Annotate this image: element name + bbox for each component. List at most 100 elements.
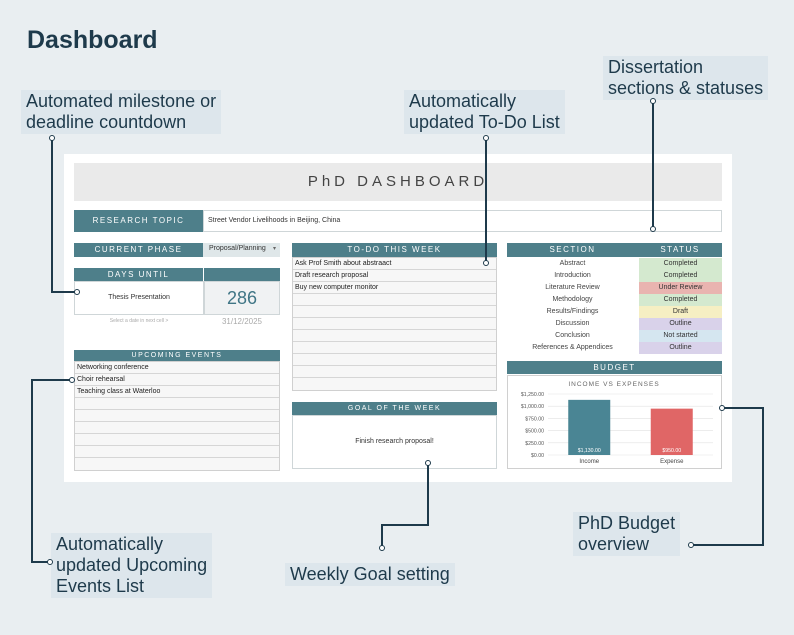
callout-todo: Automatically updated To-Do List: [404, 90, 565, 134]
budget-chart: INCOME VS EXPENSES $0.00 $250.00 $500.00 $7…: [507, 375, 722, 469]
status-badge[interactable]: Draft: [639, 306, 722, 318]
list-item[interactable]: [75, 398, 279, 410]
list-item[interactable]: [75, 422, 279, 434]
upcoming-events-list: Networking conference Choir rehearsal Te…: [74, 361, 280, 471]
list-item[interactable]: [293, 318, 496, 330]
y-tick-label: $0.00: [531, 453, 544, 459]
callout-line: Automatically: [409, 91, 517, 111]
todo-list: Ask Prof Smith about abstraact Draft res…: [292, 257, 497, 391]
list-item[interactable]: [293, 330, 496, 342]
x-tick-label: Income: [579, 459, 599, 465]
list-item[interactable]: Teaching class at Waterloo: [75, 386, 279, 398]
connector-dot: [47, 559, 53, 565]
connector-dot: [74, 289, 80, 295]
connector-dot: [379, 545, 385, 551]
list-item[interactable]: [293, 354, 496, 366]
connector-dot: [483, 260, 489, 266]
current-phase-dropdown[interactable]: Proposal/Planning ▾: [203, 243, 280, 257]
connector-line: [485, 138, 487, 263]
connector-dot: [688, 542, 694, 548]
list-item[interactable]: [75, 410, 279, 422]
section-name: Discussion: [555, 320, 590, 327]
callout-line: overview: [578, 534, 650, 554]
chevron-down-icon: ▾: [272, 246, 276, 252]
status-badge[interactable]: Outline: [639, 318, 722, 330]
callout-line: updated To-Do List: [409, 112, 560, 132]
list-item[interactable]: Buy new computer monitor: [293, 282, 496, 294]
y-tick-label: $750.00: [525, 416, 544, 422]
bar-expense: [650, 408, 693, 455]
list-item[interactable]: [75, 434, 279, 446]
research-topic-field[interactable]: Street Vendor Livelihoods in Beijing, Ch…: [203, 210, 722, 232]
days-until-hint: Select a date in next cell >: [109, 318, 169, 324]
list-item[interactable]: [293, 294, 496, 306]
list-item[interactable]: Ask Prof Smith about abstraact: [293, 258, 496, 270]
budget-label: BUDGET: [507, 361, 722, 374]
connector-line: [652, 101, 654, 229]
days-until-event: Thesis Presentation: [74, 281, 204, 315]
connector-dot: [650, 226, 656, 232]
dashboard-sheet: PhD DASHBOARD RESEARCH TOPIC Street Vend…: [64, 154, 732, 482]
list-item[interactable]: [293, 378, 496, 390]
y-tick-label: $1,000.00: [521, 404, 544, 410]
page-title: Dashboard: [27, 26, 158, 54]
callout-events: Automatically updated Upcoming Events Li…: [51, 533, 213, 598]
section-name: Abstract: [559, 260, 586, 267]
status-header: STATUS: [638, 243, 722, 257]
status-badge[interactable]: Completed: [639, 270, 722, 282]
list-item[interactable]: [293, 366, 496, 378]
connector-dot: [719, 405, 725, 411]
section-name: References & Appendices: [532, 344, 613, 351]
callout-budget: PhD Budget overview: [573, 512, 681, 556]
days-until-count: 286: [204, 281, 280, 315]
list-item[interactable]: [293, 342, 496, 354]
callout-line: Automated milestone or: [26, 91, 217, 111]
list-item[interactable]: Draft research proposal: [293, 270, 496, 282]
status-badge[interactable]: Under Review: [639, 282, 722, 294]
connector-dot: [650, 98, 656, 104]
list-item[interactable]: [75, 446, 279, 458]
connector-line: [31, 561, 49, 563]
section-list: Abstract Introduction Literature Review …: [507, 258, 638, 354]
chart-title: INCOME VS EXPENSES: [568, 381, 659, 388]
list-item[interactable]: Networking conference: [75, 362, 279, 374]
callout-sections: Dissertation sections & statuses: [603, 56, 769, 100]
callout-line: Dissertation: [608, 57, 704, 77]
bar-value-label: $1,130.00: [578, 448, 601, 454]
days-until-date[interactable]: 31/12/2025: [221, 317, 263, 326]
days-until-header-fill: [204, 268, 280, 281]
connector-line: [690, 544, 764, 546]
budget-chart-svg: INCOME VS EXPENSES $0.00 $250.00 $500.00 $7…: [521, 381, 713, 465]
connector-dot: [483, 135, 489, 141]
callout-line: sections & statuses: [608, 78, 764, 98]
research-topic-label: RESEARCH TOPIC: [74, 210, 203, 232]
upcoming-events-label: UPCOMING EVENTS: [74, 350, 280, 361]
todo-label: TO-DO THIS WEEK: [292, 243, 497, 257]
connector-line: [381, 524, 383, 548]
section-name: Introduction: [554, 272, 591, 279]
y-tick-label: $1,250.00: [521, 392, 544, 398]
callout-line: deadline countdown: [26, 112, 187, 132]
bar-income: [568, 399, 611, 455]
list-item[interactable]: Choir rehearsal: [75, 374, 279, 386]
list-item[interactable]: [293, 306, 496, 318]
status-badge[interactable]: Completed: [639, 258, 722, 270]
goal-field[interactable]: Finish research proposal!: [292, 415, 497, 469]
callout-weekly: Weekly Goal setting: [285, 563, 455, 586]
connector-line: [51, 291, 76, 293]
list-item[interactable]: [75, 458, 279, 470]
connector-dot: [425, 460, 431, 466]
callout-line: Weekly Goal setting: [290, 564, 450, 584]
connector-line: [762, 407, 764, 546]
status-badge[interactable]: Completed: [639, 294, 722, 306]
status-badge[interactable]: Not started: [639, 330, 722, 342]
connector-line: [31, 380, 33, 562]
callout-countdown: Automated milestone or deadline countdow…: [21, 90, 222, 134]
goal-label: GOAL OF THE WEEK: [292, 402, 497, 415]
section-header: SECTION: [507, 243, 638, 257]
days-until-label: DAYS UNTIL: [74, 268, 203, 281]
status-badge[interactable]: Outline: [639, 342, 722, 354]
connector-line: [427, 464, 429, 526]
connector-line: [51, 138, 53, 292]
section-name: Methodology: [552, 296, 593, 303]
